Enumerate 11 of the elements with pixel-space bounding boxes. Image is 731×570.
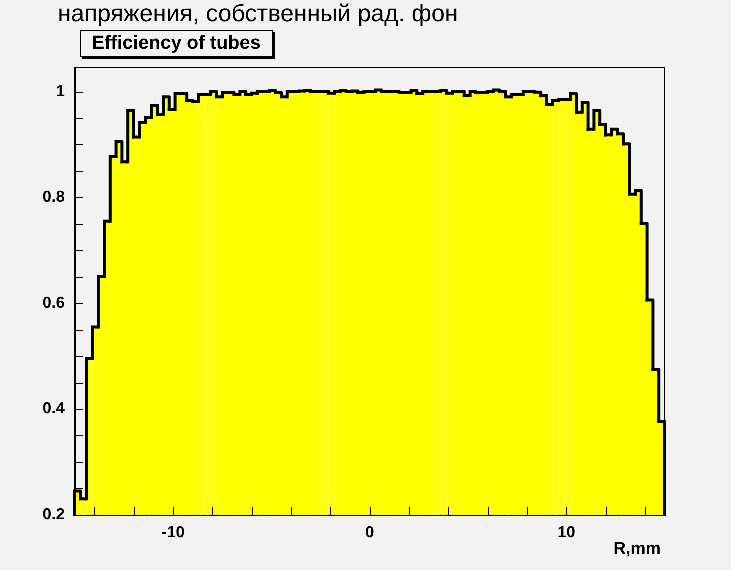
y-tick-label: 0.2 <box>42 506 66 524</box>
x-tick-label: 0 <box>366 524 375 542</box>
x-tick-label: -10 <box>162 524 185 542</box>
text: напряжения, собственный рад. фон <box>58 0 458 28</box>
x-axis-title: R,mm <box>614 539 662 558</box>
y-tick-label: 1 <box>56 83 66 100</box>
y-tick-label: 0.4 <box>42 400 66 418</box>
chart-title: Efficiency of tubes <box>92 33 261 54</box>
y-tick-label: 0.8 <box>42 189 66 206</box>
x-tick-label: 10 <box>558 524 576 542</box>
y-tick-label: 0.6 <box>42 294 66 312</box>
